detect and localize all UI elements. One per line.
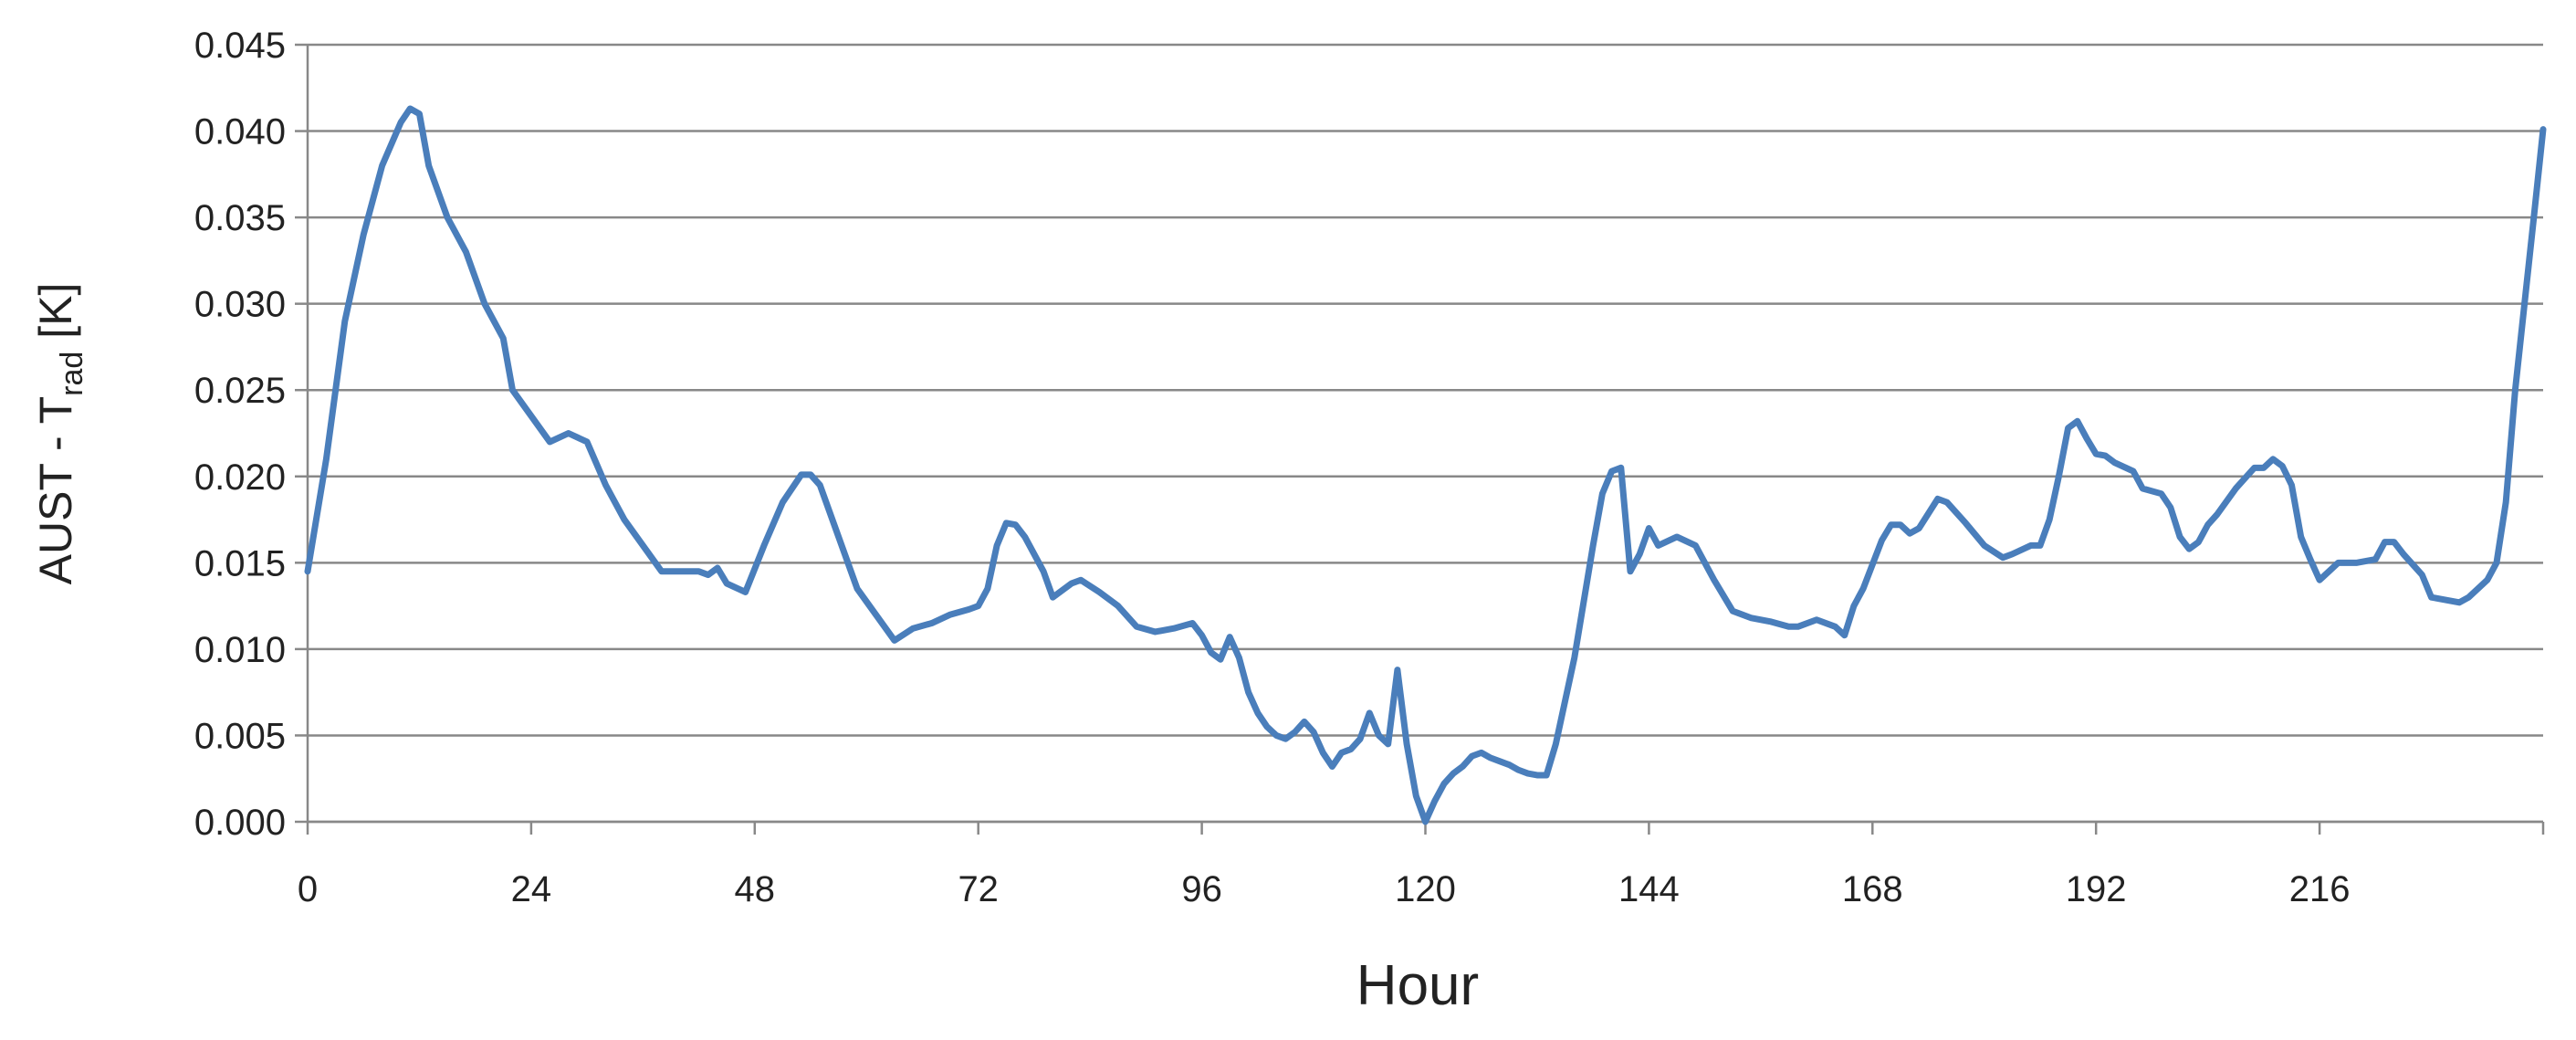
x-tick-label: 72 [958,869,999,909]
y-tick-label: 0.000 [194,803,286,843]
x-tick-label: 48 [735,869,776,909]
x-tick-label: 0 [298,869,318,909]
y-axis-title-sub: rad [55,352,89,396]
y-tick-label: 0.005 [194,716,286,756]
x-tick-label: 192 [2066,869,2127,909]
x-tick-label: 96 [1181,869,1222,909]
y-tick-label: 0.025 [194,371,286,411]
y-tick-label: 0.020 [194,457,286,498]
y-tick-label: 0.015 [194,543,286,583]
y-tick-label: 0.030 [194,285,286,325]
x-tick-label: 168 [1842,869,1903,909]
y-axis-title-main: AUST - T [30,396,81,585]
x-axis-title: Hour [1356,954,1479,1017]
y-tick-label: 0.045 [194,26,286,66]
y-tick-label: 0.035 [194,198,286,238]
x-tick-label: 24 [511,869,552,909]
x-tick-label: 144 [1618,869,1680,909]
y-axis-title-unit: [K] [30,283,81,352]
data-line [304,105,2547,825]
y-tick-label: 0.040 [194,112,286,152]
x-tick-label: 120 [1395,869,1456,909]
y-axis-title: AUST - Trad [K] [30,283,89,585]
y-tick-label: 0.010 [194,630,286,670]
x-tick-label: 216 [2289,869,2351,909]
